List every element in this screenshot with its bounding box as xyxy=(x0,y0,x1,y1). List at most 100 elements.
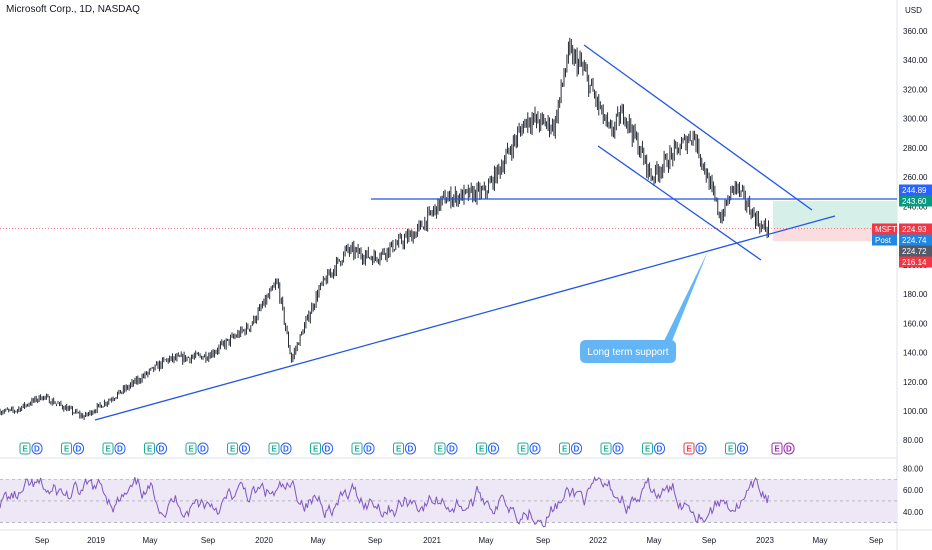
earnings-icon-letter: E xyxy=(272,445,278,454)
dividend-icon[interactable] xyxy=(405,442,416,455)
price-tag-label-box xyxy=(872,234,897,246)
dividend-icon-letter: D xyxy=(283,445,289,454)
dividend-icon[interactable] xyxy=(197,442,209,455)
earnings-icon[interactable] xyxy=(185,442,197,455)
earnings-icon[interactable] xyxy=(725,442,736,455)
dividend-icon[interactable] xyxy=(571,442,582,455)
dividend-icon-letter: D xyxy=(117,445,123,454)
earnings-icon-letter: E xyxy=(355,445,361,454)
earnings-icon[interactable] xyxy=(559,442,570,455)
price-tick-label: 360.00 xyxy=(903,27,928,36)
dividend-icon-letter: D xyxy=(574,445,580,454)
long-term-support-line[interactable] xyxy=(94,215,836,421)
earnings-icon[interactable] xyxy=(683,442,695,455)
earnings-icon-letter: E xyxy=(438,445,444,454)
time-tick-label: Sep xyxy=(201,536,216,545)
channel-upper-line[interactable] xyxy=(583,44,813,211)
earnings-icon[interactable] xyxy=(600,442,612,455)
price-tick-label: 320.00 xyxy=(903,85,928,94)
dividend-icon-letter: D xyxy=(449,445,455,454)
dividend-icon[interactable] xyxy=(73,442,84,455)
earnings-icon-letter: E xyxy=(604,445,610,454)
dividend-icon-letter: D xyxy=(698,445,704,454)
earnings-icon[interactable] xyxy=(310,442,321,455)
earnings-icon[interactable] xyxy=(642,442,653,455)
earnings-icon[interactable] xyxy=(517,442,529,455)
time-tick-label: May xyxy=(142,536,157,545)
earnings-icon[interactable] xyxy=(61,442,72,455)
dividend-icon[interactable] xyxy=(654,442,665,455)
earnings-icon[interactable] xyxy=(351,442,363,455)
price-tick-label: 240.00 xyxy=(903,202,928,211)
callout-text: Long term support xyxy=(587,347,668,358)
channel-lower-line[interactable] xyxy=(597,145,762,261)
earnings-icon[interactable] xyxy=(476,442,487,455)
earnings-icon[interactable] xyxy=(19,442,31,455)
upcoming-earnings-letter: E xyxy=(775,445,781,454)
callout-box[interactable] xyxy=(580,340,676,363)
price-tag-value: 244.89 xyxy=(902,186,927,195)
time-tick-label: 2020 xyxy=(255,536,273,545)
price-tick-label: 180.00 xyxy=(903,290,928,299)
dividend-icon-letter: D xyxy=(657,445,663,454)
dividend-icon[interactable] xyxy=(737,442,748,455)
price-tick-label: 160.00 xyxy=(903,319,928,328)
price-tag xyxy=(899,234,932,246)
dividend-icon-letter: D xyxy=(34,445,40,454)
dividend-icon-letter: D xyxy=(325,445,331,454)
price-tick-label: 80.00 xyxy=(903,436,924,445)
dividend-icon[interactable] xyxy=(31,442,43,455)
dividend-icon[interactable] xyxy=(363,442,375,455)
earnings-icon[interactable] xyxy=(393,442,404,455)
callout-pointer xyxy=(664,251,708,341)
time-tick-label: Sep xyxy=(869,536,884,545)
dividend-icon-letter: D xyxy=(408,445,414,454)
earnings-icon[interactable] xyxy=(102,442,114,455)
dividend-icon[interactable] xyxy=(488,442,499,455)
dividend-icon[interactable] xyxy=(239,442,250,455)
dividend-icon-letter: D xyxy=(532,445,538,454)
earnings-icon-letter: E xyxy=(230,445,236,454)
upcoming-dividend-letter: D xyxy=(786,445,792,454)
time-tick-label: Sep xyxy=(35,536,50,545)
price-tag-label-box xyxy=(872,223,897,235)
dividend-icon-letter: D xyxy=(200,445,206,454)
earnings-icon-letter: E xyxy=(23,445,29,454)
time-tick-label: 2023 xyxy=(756,536,774,545)
time-tick-label: May xyxy=(646,536,661,545)
upcoming-earnings-icon[interactable] xyxy=(771,442,783,455)
dividend-icon[interactable] xyxy=(695,442,707,455)
upcoming-dividend-icon[interactable] xyxy=(783,442,795,455)
price-tag-value: 224.72 xyxy=(902,247,927,256)
chart-title: Microsoft Corp., 1D, NASDAQ xyxy=(6,4,140,15)
price-tag-label: Post xyxy=(875,236,892,245)
dividend-icon[interactable] xyxy=(280,442,292,455)
dividend-icon[interactable] xyxy=(156,442,167,455)
rsi-line xyxy=(0,475,769,528)
rsi-tick-label: 80.00 xyxy=(903,464,924,473)
price-tick-label: 100.00 xyxy=(903,407,928,416)
price-tag xyxy=(899,256,932,268)
dividend-icon-letter: D xyxy=(76,445,82,454)
time-tick-label: May xyxy=(310,536,325,545)
dividend-icon[interactable] xyxy=(612,442,624,455)
price-tag xyxy=(899,245,932,257)
dividend-icon-letter: D xyxy=(615,445,621,454)
dividend-icon-letter: D xyxy=(159,445,165,454)
dividend-icon[interactable] xyxy=(529,442,541,455)
price-tick-label: 260.00 xyxy=(903,173,928,182)
earnings-icon[interactable] xyxy=(227,442,238,455)
dividend-icon-letter: D xyxy=(491,445,497,454)
earnings-icon-letter: E xyxy=(313,445,319,454)
dividend-icon[interactable] xyxy=(446,442,458,455)
candles xyxy=(0,37,769,420)
earnings-icon-letter: E xyxy=(687,445,693,454)
earnings-icon-letter: E xyxy=(147,445,153,454)
earnings-icon[interactable] xyxy=(268,442,280,455)
earnings-icon[interactable] xyxy=(434,442,446,455)
dividend-icon[interactable] xyxy=(322,442,333,455)
dividend-icon[interactable] xyxy=(114,442,126,455)
price-tag-value: 243.60 xyxy=(902,197,927,206)
earnings-icon[interactable] xyxy=(144,442,155,455)
